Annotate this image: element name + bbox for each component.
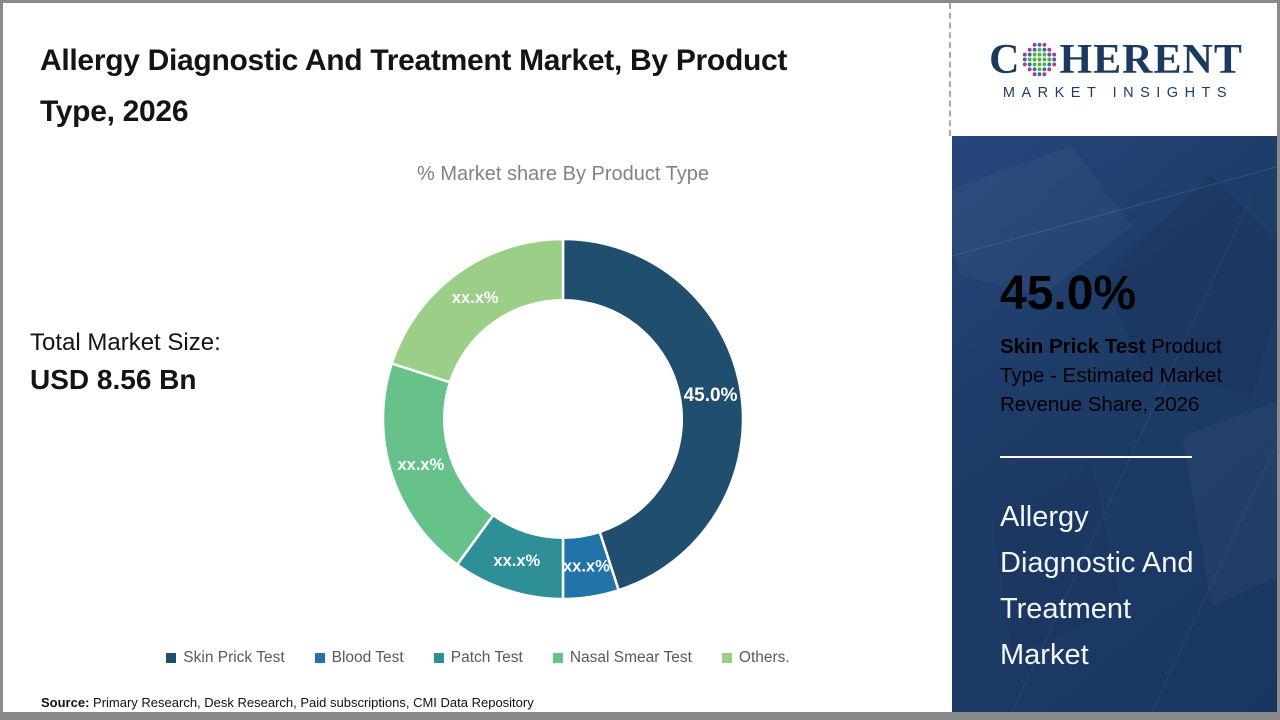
legend-label: Others. bbox=[738, 649, 790, 666]
legend-label: Patch Test bbox=[450, 649, 523, 666]
logo-word-start: C bbox=[989, 36, 1021, 83]
chart-legend: Skin Prick Test Blood Test Patch Test Nasal… bbox=[7, 649, 949, 667]
donut-segment-skin-prick-test bbox=[561, 237, 745, 592]
legend-item: Skin Prick Test bbox=[166, 649, 285, 667]
legend-label: Skin Prick Test bbox=[183, 649, 285, 666]
legend-item: Blood Test bbox=[314, 649, 404, 667]
report-market-name: Allergy Diagnostic And Treatment Market bbox=[1000, 501, 1194, 671]
brand-tagline: MARKET INSIGHTS bbox=[1002, 84, 1234, 101]
legend-swatch bbox=[166, 653, 177, 663]
legend-label: Nasal Smear Test bbox=[569, 649, 692, 666]
donut-segment-others bbox=[390, 237, 565, 384]
world-map-texture bbox=[952, 166, 1277, 712]
donut-chart-svg: 45.0% xx.x% xx.x% xx.x% xx.x% bbox=[381, 237, 745, 601]
total-market-block: Total Market Size: USD 8.56 Bn bbox=[30, 329, 221, 396]
legend-swatch bbox=[314, 653, 325, 663]
brand-logo: C HERENT bbox=[989, 39, 1243, 81]
coherent-globe-icon bbox=[1023, 42, 1057, 77]
legend-swatch bbox=[552, 653, 563, 663]
source-line: Source: Primary Research, Desk Research,… bbox=[41, 695, 534, 710]
highlight-stat-description: Skin Prick Test Product Type - Estimated… bbox=[1000, 332, 1246, 419]
highlight-stat-category: Skin Prick Test bbox=[1000, 335, 1146, 358]
section-divider-dashed bbox=[949, 3, 951, 136]
total-market-value: USD 8.56 Bn bbox=[30, 364, 197, 395]
legend-label: Blood Test bbox=[331, 649, 404, 666]
brand-logo-area: C HERENT MARKET INSIGHTS bbox=[952, 3, 1277, 136]
sidebar-panel: 45.0% Skin Prick Test Product Type - Est… bbox=[952, 136, 1277, 712]
slice-label: xx.x% bbox=[493, 552, 540, 570]
page-title: Allergy Diagnostic And Treatment Market,… bbox=[40, 44, 788, 128]
legend-item: Nasal Smear Test bbox=[552, 649, 692, 667]
legend-swatch bbox=[433, 653, 444, 663]
slice-label: xx.x% bbox=[398, 456, 445, 474]
panel-divider-line bbox=[1000, 456, 1192, 458]
donut-chart: 45.0% xx.x% xx.x% xx.x% xx.x% bbox=[381, 237, 745, 601]
legend-swatch bbox=[721, 653, 732, 663]
legend-item: Others. bbox=[721, 649, 790, 667]
slice-label: xx.x% bbox=[452, 289, 499, 307]
source-label: Source: bbox=[41, 695, 90, 710]
highlight-stat-value: 45.0% bbox=[1000, 267, 1137, 320]
logo-word-end: HERENT bbox=[1059, 36, 1243, 83]
highlight-stat-rest: Product Type - Estimated Market Revenue … bbox=[1000, 335, 1223, 416]
source-text: Primary Research, Desk Research, Paid su… bbox=[89, 695, 534, 710]
total-market-label: Total Market Size: bbox=[30, 329, 221, 356]
slice-label: 45.0% bbox=[684, 385, 738, 406]
bottom-border-rule bbox=[3, 712, 1277, 717]
slice-label: xx.x% bbox=[563, 558, 610, 576]
chart-subtitle: % Market share By Product Type bbox=[417, 163, 709, 185]
legend-item: Patch Test bbox=[433, 649, 523, 667]
